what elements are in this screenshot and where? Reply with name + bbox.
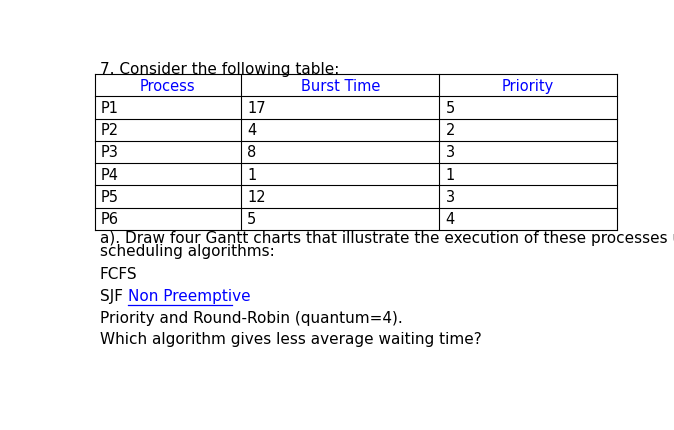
Text: P5: P5 [101, 190, 119, 205]
Text: 12: 12 [247, 190, 266, 205]
Text: P3: P3 [101, 145, 119, 160]
Text: 8: 8 [247, 145, 257, 160]
Text: Priority: Priority [502, 78, 555, 93]
Text: 2: 2 [446, 123, 455, 138]
Text: P1: P1 [101, 101, 119, 116]
Text: 7. Consider the following table:: 7. Consider the following table: [100, 61, 339, 77]
Text: Process: Process [140, 78, 195, 93]
Text: 1: 1 [446, 167, 455, 182]
Text: 17: 17 [247, 101, 266, 116]
Text: P4: P4 [101, 167, 119, 182]
Text: Burst Time: Burst Time [301, 78, 380, 93]
Text: 4: 4 [247, 123, 257, 138]
Text: 4: 4 [446, 212, 455, 227]
Text: scheduling algorithms:: scheduling algorithms: [100, 243, 275, 258]
Text: 1: 1 [247, 167, 257, 182]
Text: 3: 3 [446, 190, 455, 205]
Text: Non Preemptive: Non Preemptive [127, 288, 250, 303]
Text: SJF: SJF [100, 288, 123, 303]
Text: 3: 3 [446, 145, 455, 160]
Text: FCFS: FCFS [100, 267, 137, 282]
Text: Which algorithm gives less average waiting time?: Which algorithm gives less average waiti… [100, 331, 482, 346]
Text: 5: 5 [247, 212, 257, 227]
Text: a). Draw four Gantt charts that illustrate the execution of these processes usin: a). Draw four Gantt charts that illustra… [100, 230, 674, 245]
Text: P6: P6 [101, 212, 119, 227]
Text: 5: 5 [446, 101, 455, 116]
Text: P2: P2 [101, 123, 119, 138]
Text: Priority and Round-Robin (quantum=4).: Priority and Round-Robin (quantum=4). [100, 310, 402, 325]
